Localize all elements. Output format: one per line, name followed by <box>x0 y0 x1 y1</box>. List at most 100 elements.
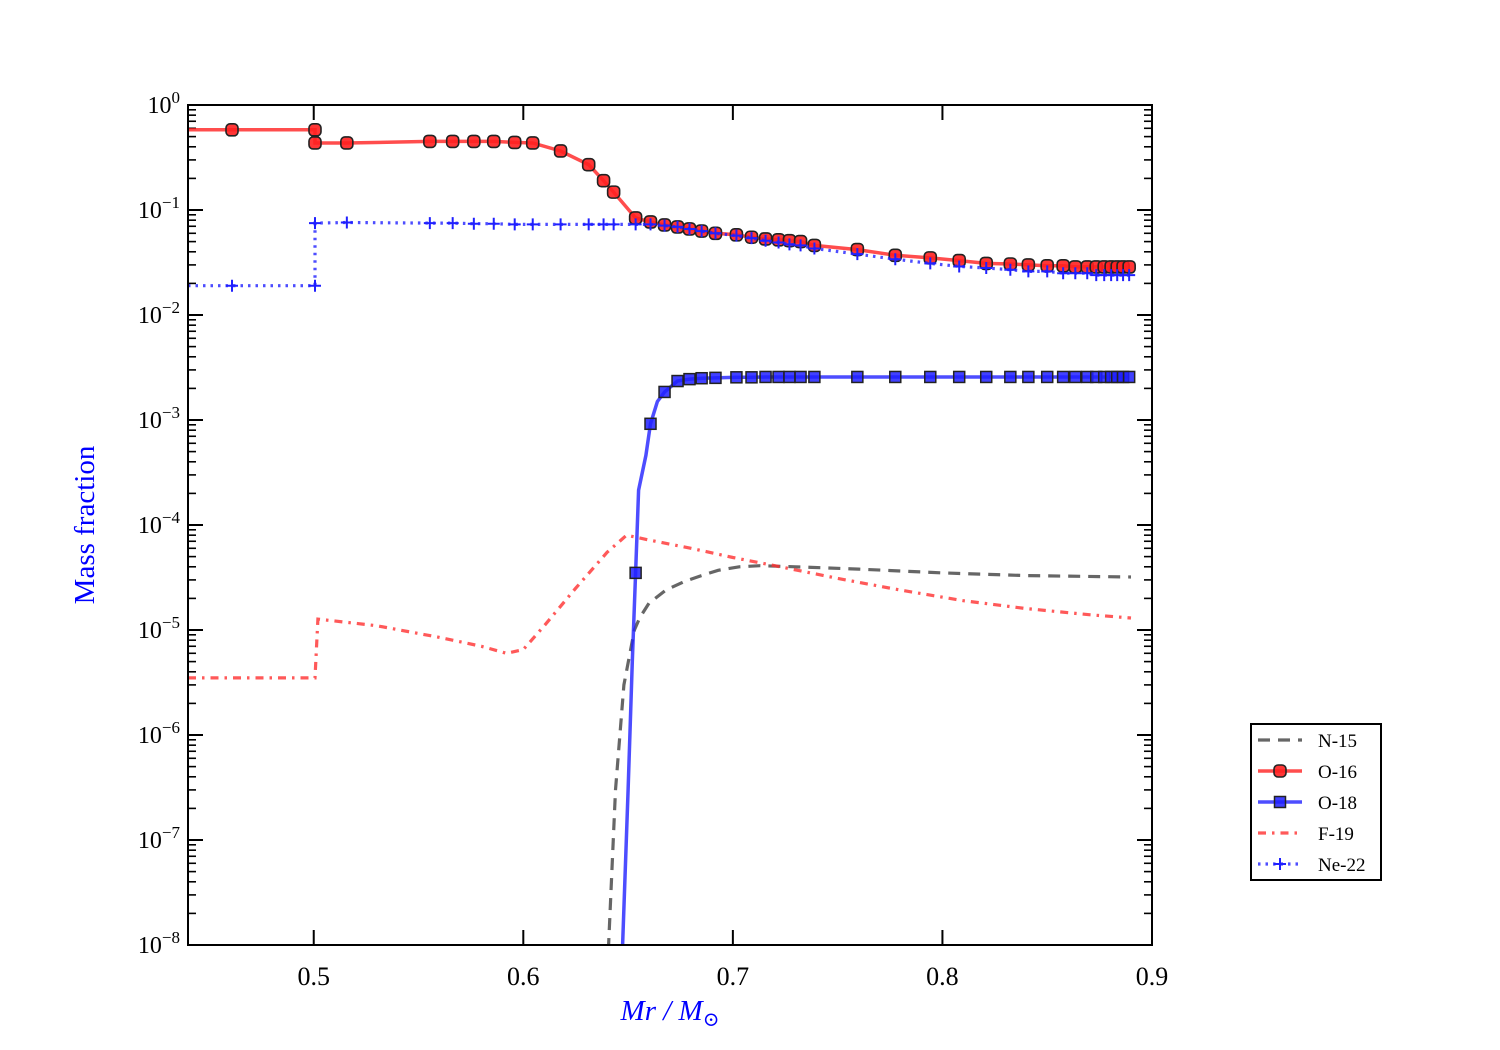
series-layer <box>188 123 1136 945</box>
x-tick-label: 0.6 <box>507 962 540 991</box>
marker-square <box>658 385 671 399</box>
marker-plus <box>226 279 239 292</box>
marker-circle <box>308 136 322 150</box>
marker-plus <box>582 218 595 231</box>
marker-plus <box>1057 267 1070 280</box>
marker-plus <box>745 232 758 245</box>
marker-plus <box>1069 267 1082 280</box>
marker-plus <box>607 218 620 231</box>
y-tick-label: 10−2 <box>138 298 180 329</box>
marker-circle <box>1273 764 1287 778</box>
marker-plus <box>709 227 722 240</box>
marker-circle <box>308 123 322 137</box>
marker-square <box>671 374 684 388</box>
series-line <box>188 128 1130 269</box>
marker-square <box>808 370 821 384</box>
marker-plus <box>889 253 902 266</box>
x-axis-label: Mr / M⊙ <box>620 995 720 1031</box>
marker-plus <box>808 242 821 255</box>
series-f-19 <box>188 533 1132 680</box>
marker-square <box>1069 370 1082 384</box>
marker-square <box>851 370 864 384</box>
legend-label: F-19 <box>1318 824 1354 845</box>
marker-plus <box>851 248 864 261</box>
marker-square <box>695 371 708 385</box>
marker-plus <box>1274 858 1286 870</box>
x-tick-label: 0.7 <box>717 962 750 991</box>
marker-plus <box>1004 263 1017 276</box>
marker-plus <box>597 218 610 231</box>
legend-label: N-15 <box>1318 731 1357 752</box>
marker-plus <box>508 218 521 231</box>
marker-circle <box>486 134 501 149</box>
marker-plus <box>953 260 966 273</box>
marker-square <box>783 370 796 384</box>
legend-entry-o-18: O-18 <box>1258 793 1357 814</box>
marker-square <box>952 370 966 384</box>
marker-circle <box>581 157 596 172</box>
marker-plus <box>683 222 696 235</box>
marker-circle <box>553 144 568 158</box>
marker-square <box>772 370 785 384</box>
marker-circle <box>606 185 621 199</box>
marker-square <box>979 370 993 384</box>
y-tick-label: 10−8 <box>138 928 180 959</box>
y-tick-label: 10−7 <box>138 823 181 854</box>
marker-square <box>889 370 902 384</box>
series-line <box>620 375 1130 945</box>
legend-label: Ne-22 <box>1318 855 1365 876</box>
marker-circle <box>525 136 540 150</box>
marker-circle <box>467 134 481 149</box>
marker-plus <box>1022 265 1035 278</box>
marker-circle <box>445 134 460 149</box>
series-n-15 <box>606 564 1132 945</box>
marker-square <box>1004 370 1017 384</box>
marker-circle <box>340 136 354 150</box>
marker-square <box>683 372 696 386</box>
marker-square <box>629 566 642 580</box>
series-o-16 <box>188 123 1136 274</box>
plot-frame <box>187 104 1153 946</box>
marker-plus <box>308 279 321 292</box>
marker-square <box>745 371 758 384</box>
y-tick-label: 10−5 <box>138 613 180 644</box>
tick-labels: 0.5 0.6 0.7 0.8 0.9 100 10−1 10−2 10−3 10−4 10−5 10… <box>138 88 1168 991</box>
series-ne-22 <box>188 216 1136 292</box>
x-tick-label: 0.5 <box>297 962 330 991</box>
marker-plus <box>671 220 684 233</box>
legend-entry-o-16: O-16 <box>1258 762 1357 783</box>
marker-square <box>759 370 772 384</box>
marker-plus <box>629 218 642 231</box>
axis-ticks <box>188 104 1153 946</box>
marker-plus <box>658 219 671 232</box>
marker-plus <box>783 238 796 251</box>
marker-plus <box>730 229 743 242</box>
legend-entry-f-19: F-19 <box>1258 824 1354 845</box>
marker-plus <box>308 217 321 230</box>
marker-square <box>1022 370 1035 384</box>
marker-plus <box>759 234 772 247</box>
y-axis-label: Mass fraction <box>69 445 101 604</box>
marker-plus <box>980 262 993 275</box>
y-tick-label: 10−4 <box>138 508 181 539</box>
marker-plus <box>794 239 807 252</box>
y-tick-label: 10−3 <box>138 403 180 434</box>
marker-plus <box>1081 267 1094 280</box>
marker-plus <box>526 218 539 231</box>
marker-square <box>1056 370 1070 384</box>
series-o-18 <box>620 370 1136 945</box>
marker-circle <box>423 134 437 149</box>
marker-plus <box>467 217 480 230</box>
marker-circle <box>225 123 239 137</box>
y-tick-label: 100 <box>148 88 181 119</box>
marker-circle <box>507 135 522 150</box>
legend-entry-ne-22: Ne-22 <box>1258 855 1365 876</box>
x-axis-label-sun: ⊙ <box>703 1009 720 1031</box>
marker-plus <box>1123 269 1136 282</box>
y-tick-label: 10−6 <box>138 718 180 749</box>
marker-square <box>1122 370 1136 384</box>
marker-plus <box>487 217 500 230</box>
marker-plus <box>554 218 567 231</box>
marker-circle <box>596 173 611 188</box>
